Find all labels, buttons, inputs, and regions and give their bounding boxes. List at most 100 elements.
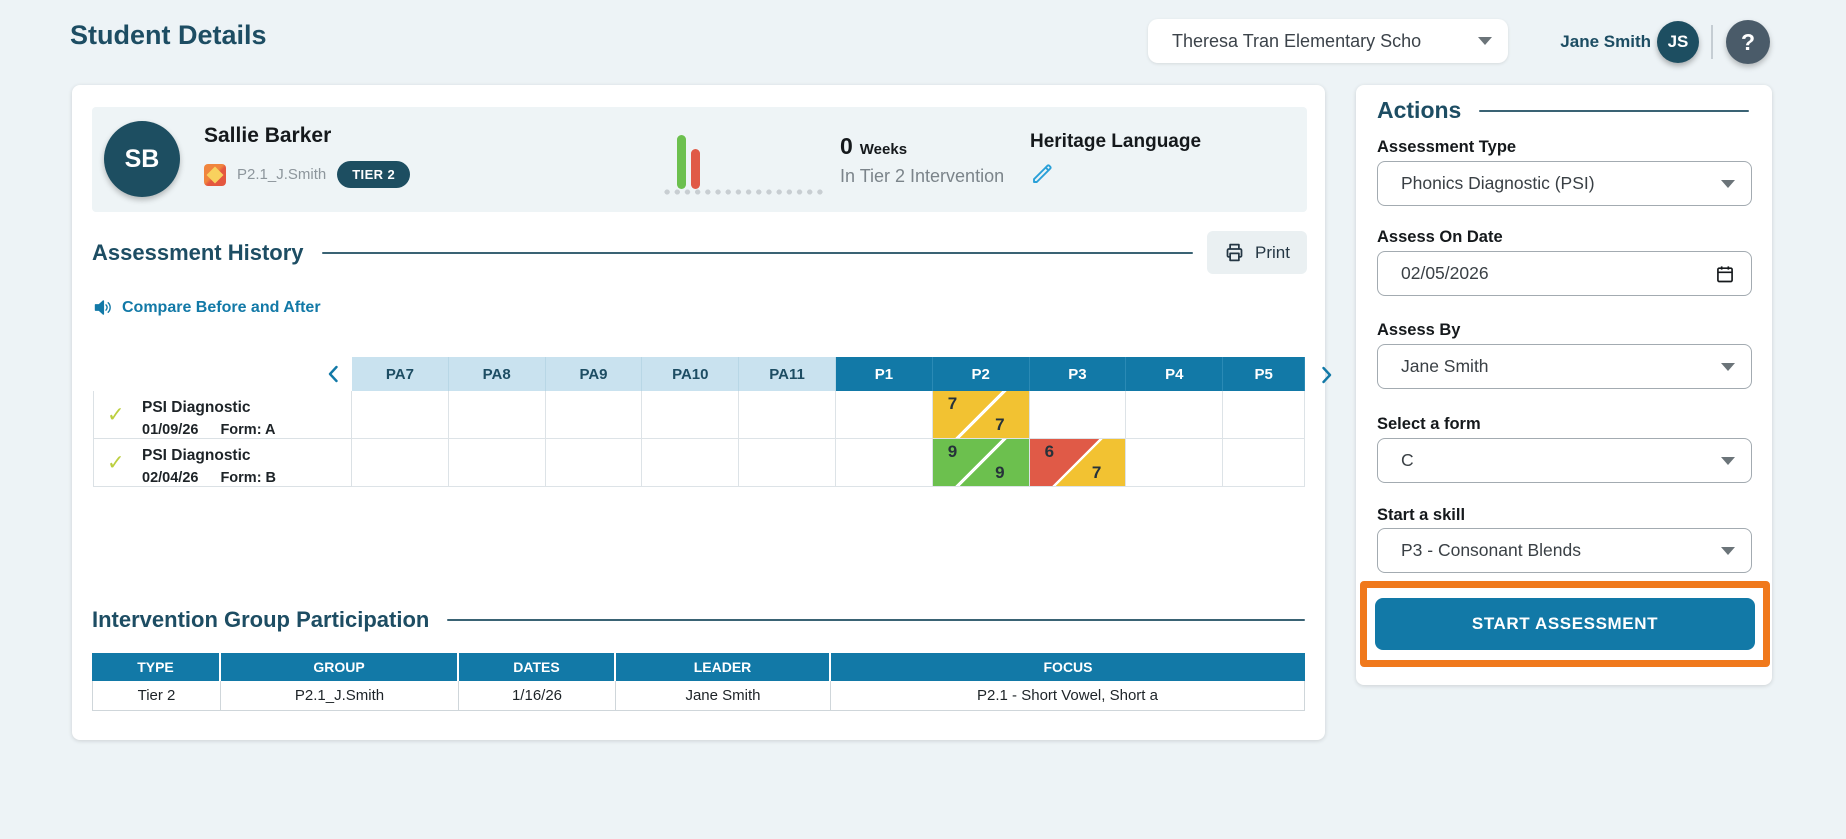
column-header: P2 [932,357,1030,391]
participation-column-header: FOCUS [831,653,1305,681]
participation-column-header: DATES [459,653,616,681]
column-header: P3 [1029,357,1127,391]
column-header: PA8 [448,357,546,391]
participation-table: TYPE GROUP DATES LEADER FOCUS Tier 2 P2.… [92,653,1305,711]
chart-placeholder-dots [662,189,825,195]
print-button[interactable]: Print [1207,231,1307,274]
start-assessment-button[interactable]: START ASSESSMENT [1375,598,1755,650]
student-group: P2.1_J.Smith [237,166,327,183]
score-cell-empty [739,439,836,487]
score-cell-empty [352,391,449,439]
assess-by-dropdown[interactable]: Jane Smith [1377,344,1752,389]
speaker-icon [94,300,111,315]
score-cell-p3: 6 7 [1029,439,1127,487]
compare-link-label: Compare Before and After [122,298,321,316]
select-form-label: Select a form [1377,415,1481,433]
assessment-row-label: ✓ PSI Diagnostic 01/09/26 Form: A [93,391,352,439]
highlight-annotation-box: START ASSESSMENT [1360,581,1770,667]
score-top: 9 [947,442,958,461]
column-header: P1 [835,357,933,391]
score-cell-empty [1126,391,1224,439]
heritage-language-block: Heritage Language [1030,131,1201,186]
student-name: Sallie Barker [204,124,332,147]
column-header: P4 [1126,357,1224,391]
score-cell-p2: 9 9 [932,439,1030,487]
page-title: Student Details [70,20,267,50]
weeks-caption: In Tier 2 Intervention [840,166,1005,186]
score-cell-empty [448,391,546,439]
score-cell-empty [1223,439,1306,487]
print-label: Print [1255,242,1290,262]
printer-icon [1226,243,1243,262]
history-table-corner [93,357,352,391]
chevron-down-icon [1721,179,1735,188]
participation-title: Intervention Group Participation [92,607,430,632]
participation-cell-group: P2.1_J.Smith [221,681,459,711]
score-cell-empty [1029,391,1127,439]
actions-panel: Actions Assessment Type Phonics Diagnost… [1356,85,1772,685]
column-header: PA10 [642,357,740,391]
score-cell-p2: 7 7 [932,391,1030,439]
scroll-right-chevron-icon[interactable] [1314,363,1338,387]
score-cell-empty [642,391,740,439]
assess-by-label: Assess By [1377,321,1461,339]
assessment-date: 01/09/26 [142,422,199,438]
school-selector-value: Theresa Tran Elementary Scho [1172,30,1422,51]
score-cell-empty [835,439,933,487]
user-avatar[interactable]: JS [1657,21,1699,63]
section-rule [447,619,1305,621]
scroll-left-chevron-icon[interactable] [322,362,346,386]
column-header: PA11 [739,357,836,391]
participation-cell-leader: Jane Smith [616,681,831,711]
assessment-row-label: ✓ PSI Diagnostic 02/04/26 Form: B [93,439,352,487]
edit-pencil-icon[interactable] [1030,162,1054,186]
check-icon: ✓ [107,451,125,474]
score-bottom: 7 [1091,463,1102,482]
help-button[interactable]: ? [1726,20,1770,64]
assess-by-value: Jane Smith [1401,356,1489,376]
actions-title: Actions [1377,97,1462,123]
select-form-value: C [1401,450,1414,470]
participation-cell-dates: 1/16/26 [459,681,616,711]
group-diamond-icon [204,163,226,186]
assessment-name: PSI Diagnostic [142,399,251,416]
weeks-unit: Weeks [859,141,908,158]
assessment-date: 02/04/26 [142,470,199,486]
calendar-icon [1717,265,1733,282]
column-header: PA7 [352,357,449,391]
column-header: P5 [1223,357,1306,391]
participation-column-header: LEADER [616,653,831,681]
student-summary-banner: SB Sallie Barker P2.1_J.Smith TIER 2 0 We… [92,107,1307,212]
chevron-down-icon [1721,362,1735,371]
assessment-history-table: PA7 PA8 PA9 PA10 PA11 P1 P2 P3 P4 P5 ✓ P… [93,357,1306,487]
assessment-history-title: Assessment History [92,239,304,265]
weeks-in-intervention: 0 Weeks In Tier 2 Intervention [840,133,1004,187]
score-cell-empty [739,391,836,439]
assessment-form: Form: B [220,470,277,486]
student-meta-row: P2.1_J.Smith TIER 2 [204,161,411,188]
assessment-type-dropdown[interactable]: Phonics Diagnostic (PSI) [1377,161,1752,206]
header-divider [1711,25,1713,59]
score-cell-empty [835,391,933,439]
assess-on-date-input[interactable]: 02/05/2026 [1377,251,1752,296]
start-skill-label: Start a skill [1377,506,1466,524]
section-rule [1479,109,1749,112]
assessment-type-label: Assessment Type [1377,138,1517,156]
select-form-dropdown[interactable]: C [1377,438,1752,483]
start-skill-dropdown[interactable]: P3 - Consonant Blends [1377,528,1752,573]
column-header: PA9 [545,357,643,391]
score-top: 6 [1044,442,1055,461]
score-cell-empty [352,439,449,487]
chart-bar-green [677,135,686,189]
student-avatar: SB [104,121,180,197]
chevron-down-icon [1721,546,1735,555]
chevron-down-icon [1478,37,1492,45]
participation-header: Intervention Group Participation [92,607,1305,633]
compare-before-after-link[interactable]: Compare Before and After [92,297,321,318]
actions-header: Actions [1377,97,1749,124]
school-selector-dropdown[interactable]: Theresa Tran Elementary Scho [1148,19,1508,63]
assessment-history-header: Assessment History Print [92,231,1307,274]
participation-column-header: GROUP [221,653,459,681]
score-bottom: 9 [995,463,1005,482]
